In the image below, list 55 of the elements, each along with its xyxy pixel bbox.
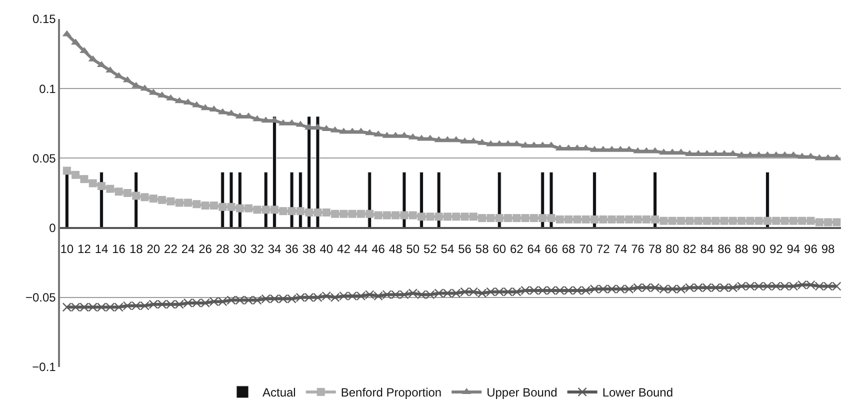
- x-tick-label: 62: [510, 242, 524, 256]
- x-tick-label: 48: [388, 242, 403, 256]
- x-tick-label: 50: [406, 242, 420, 256]
- x-tick-label: 16: [112, 242, 126, 256]
- x-tick-label: 40: [320, 242, 334, 256]
- x-tick-label: 96: [804, 242, 818, 256]
- x-tick-label: 82: [682, 242, 697, 256]
- x-tick-label: 76: [631, 242, 645, 256]
- x-tick-label: 70: [579, 242, 593, 256]
- legend-label: Actual: [262, 386, 296, 400]
- x-tick-label: 58: [475, 242, 490, 256]
- x-tick-label: 22: [164, 242, 178, 256]
- x-tick-label: 34: [268, 242, 282, 256]
- x-tick-label: 42: [337, 242, 351, 256]
- y-tick-label: −0.1: [32, 360, 56, 374]
- x-tick-label: 10: [60, 242, 74, 256]
- y-tick-label: 0.1: [39, 82, 56, 96]
- x-tick-label: 72: [596, 242, 610, 256]
- x-tick-label: 98: [821, 242, 836, 256]
- x-tick-label: 18: [129, 242, 144, 256]
- x-tick-label: 24: [181, 242, 195, 256]
- x-tick-label: 36: [285, 242, 299, 256]
- x-tick-label: 44: [354, 242, 368, 256]
- x-tick-label: 52: [423, 242, 438, 256]
- x-tick-label: 94: [786, 242, 800, 256]
- x-tick-label: 20: [146, 242, 160, 256]
- y-tick-label: −0.05: [25, 290, 56, 305]
- x-tick-label: 54: [440, 242, 454, 256]
- x-tick-label: 80: [666, 242, 680, 256]
- x-tick-label: 90: [752, 242, 766, 256]
- legend-label: Benford Proportion: [340, 386, 442, 400]
- x-tick-label: 92: [769, 242, 784, 256]
- x-tick-label: 68: [562, 242, 576, 256]
- x-tick-label: 46: [372, 242, 386, 256]
- y-tick-label: 0.15: [32, 12, 56, 26]
- x-tick-label: 14: [94, 242, 109, 256]
- x-tick-label: 64: [527, 242, 541, 256]
- x-tick-label: 66: [544, 242, 558, 256]
- x-tick-label: 38: [302, 242, 316, 256]
- x-tick-label: 30: [233, 242, 247, 256]
- x-tick-label: 86: [718, 242, 732, 256]
- x-tick-label: 78: [648, 242, 662, 256]
- legend-label: Lower Bound: [602, 386, 674, 400]
- x-tick-label: 60: [492, 242, 506, 256]
- legend-label: Upper Bound: [486, 386, 558, 400]
- x-tick-label: 88: [734, 242, 749, 256]
- y-tick-label: 0: [49, 221, 56, 235]
- x-tick-label: 84: [700, 242, 714, 256]
- x-tick-label: 26: [198, 242, 212, 256]
- x-tick-label: 32: [250, 242, 264, 256]
- x-tick-label: 74: [614, 242, 628, 256]
- y-tick-label: 0.05: [32, 151, 56, 166]
- x-tick-label: 28: [216, 242, 230, 256]
- x-tick-label: 56: [458, 242, 472, 256]
- x-tick-label: 12: [78, 242, 92, 256]
